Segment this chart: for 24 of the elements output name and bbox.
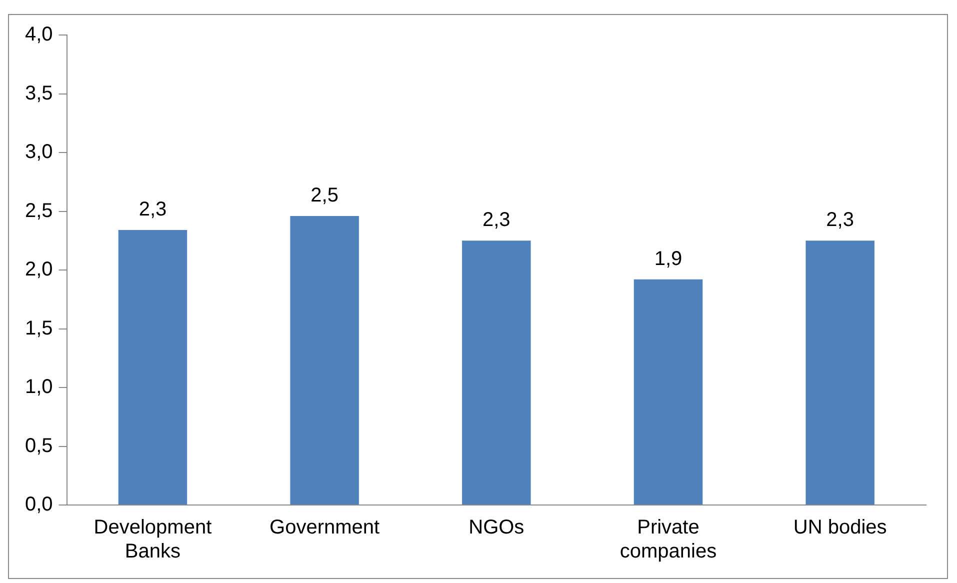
x-tick-label: Development Banks xyxy=(94,516,212,563)
x-tick-label: NGOs xyxy=(468,516,524,539)
y-tick-label: 0,0 xyxy=(24,494,53,516)
y-tick-label: 2,5 xyxy=(24,200,53,222)
data-label: 1,9 xyxy=(654,248,682,270)
data-label: 2,3 xyxy=(138,198,167,221)
bar xyxy=(290,216,359,504)
data-label: 2,3 xyxy=(482,209,510,232)
data-label: 2,5 xyxy=(310,184,338,206)
y-tick-label: 0,5 xyxy=(24,434,53,457)
x-tick-label: UN bodies xyxy=(793,516,887,539)
y-tick-label: 1,5 xyxy=(24,317,53,340)
bar xyxy=(806,240,874,504)
data-label: 2,3 xyxy=(826,209,854,232)
y-tick-label: 3,5 xyxy=(24,82,53,104)
y-tick-label: 2,0 xyxy=(24,258,53,281)
y-tick-label: 4,0 xyxy=(24,24,53,46)
y-tick-label: 3,0 xyxy=(24,141,53,164)
x-tick-label: Government xyxy=(270,516,380,539)
bar xyxy=(118,230,188,504)
x-tick-label: Private companies xyxy=(620,516,717,563)
bar xyxy=(462,240,531,504)
bar xyxy=(634,279,703,504)
y-tick-label: 1,0 xyxy=(24,376,53,398)
